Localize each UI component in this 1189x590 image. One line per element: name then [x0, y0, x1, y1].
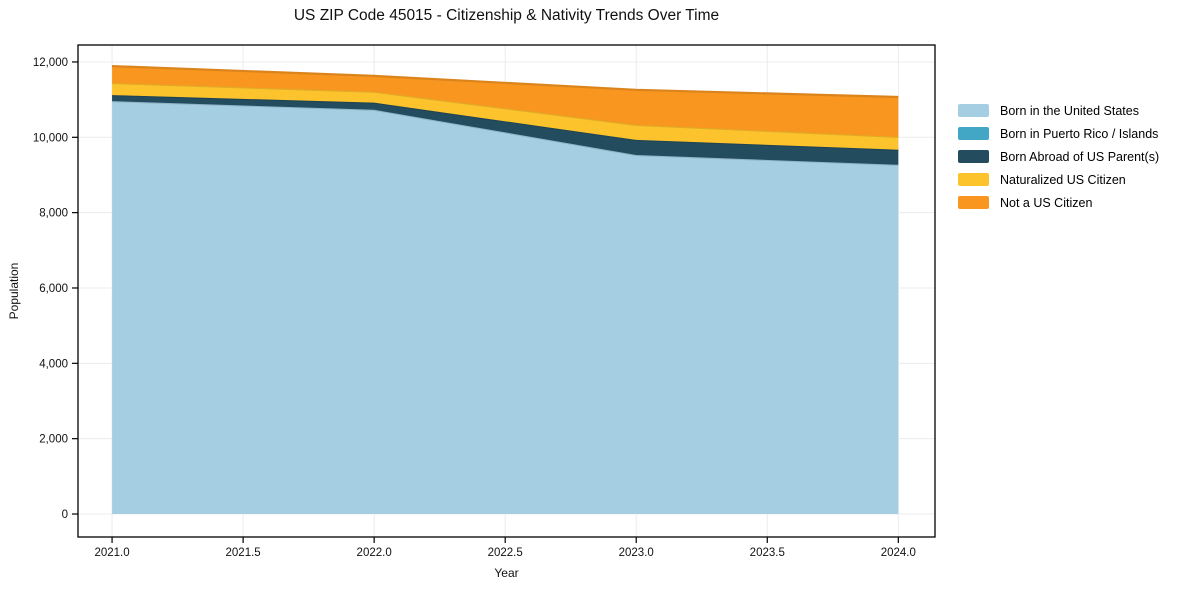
- y-tick-label: 4,000: [39, 358, 68, 370]
- area-series-2: [112, 95, 899, 165]
- legend-swatch: [958, 104, 989, 117]
- axis-ticks: [72, 61, 899, 543]
- legend-swatch: [958, 173, 989, 186]
- legend-swatch: [958, 150, 989, 163]
- stacked-areas: [112, 64, 899, 515]
- x-tick-label: 2022.5: [488, 547, 523, 559]
- area-series-3: [112, 83, 899, 150]
- x-tick-label: 2021.5: [226, 547, 261, 559]
- legend-label: Born Abroad of US Parent(s): [1000, 149, 1160, 164]
- y-tick-label: 12,000: [33, 57, 68, 69]
- y-tick-labels: 0 2,000 4,000 6,000 8,000 10,000 12,000: [33, 57, 68, 521]
- chart-title: US ZIP Code 45015 - Citizenship & Nativi…: [293, 7, 720, 24]
- legend-item-2: Born Abroad of US Parent(s): [958, 149, 1160, 164]
- y-tick-label: 8,000: [39, 208, 68, 220]
- legend: Born in the United States Born in Puerto …: [958, 104, 1159, 219]
- y-tick-label: 10,000: [33, 132, 68, 144]
- area-series-0: [112, 101, 899, 515]
- x-tick-label: 2022.0: [357, 547, 392, 559]
- x-tick-label: 2023.0: [619, 547, 654, 559]
- legend-item-4: Not a US Citizen: [958, 195, 1159, 210]
- x-tick-label: 2023.5: [750, 547, 785, 559]
- legend-item-0: Born in the United States: [958, 103, 1159, 118]
- legend-label: Not a US Citizen: [1000, 195, 1093, 210]
- legend-label: Born in Puerto Rico / Islands: [1000, 126, 1159, 141]
- plot-frame: [77, 44, 936, 538]
- legend-swatch: [958, 196, 989, 209]
- x-tick-label: 2021.0: [94, 547, 129, 559]
- legend-label: Born in the United States: [1000, 103, 1139, 118]
- area-series-4: [112, 66, 899, 137]
- x-tick-label: 2024.0: [881, 547, 916, 559]
- y-tick-label: 2,000: [39, 434, 68, 446]
- legend-item-1: Born in Puerto Rico / Islands: [958, 126, 1159, 141]
- x-axis-label: Year: [494, 566, 519, 580]
- legend-swatch: [958, 127, 989, 140]
- x-tick-labels: 2021.0 2021.5 2022.0 2022.5 2023.0 2023.5 2024…: [94, 547, 915, 559]
- y-tick-label: 6,000: [39, 283, 68, 295]
- legend-label: Naturalized US Citizen: [1000, 172, 1126, 187]
- area-edge-4: [112, 64, 899, 99]
- y-axis-label: Population: [7, 262, 21, 320]
- y-tick-label: 0: [62, 509, 68, 521]
- legend-item-3: Naturalized US Citizen: [958, 172, 1159, 187]
